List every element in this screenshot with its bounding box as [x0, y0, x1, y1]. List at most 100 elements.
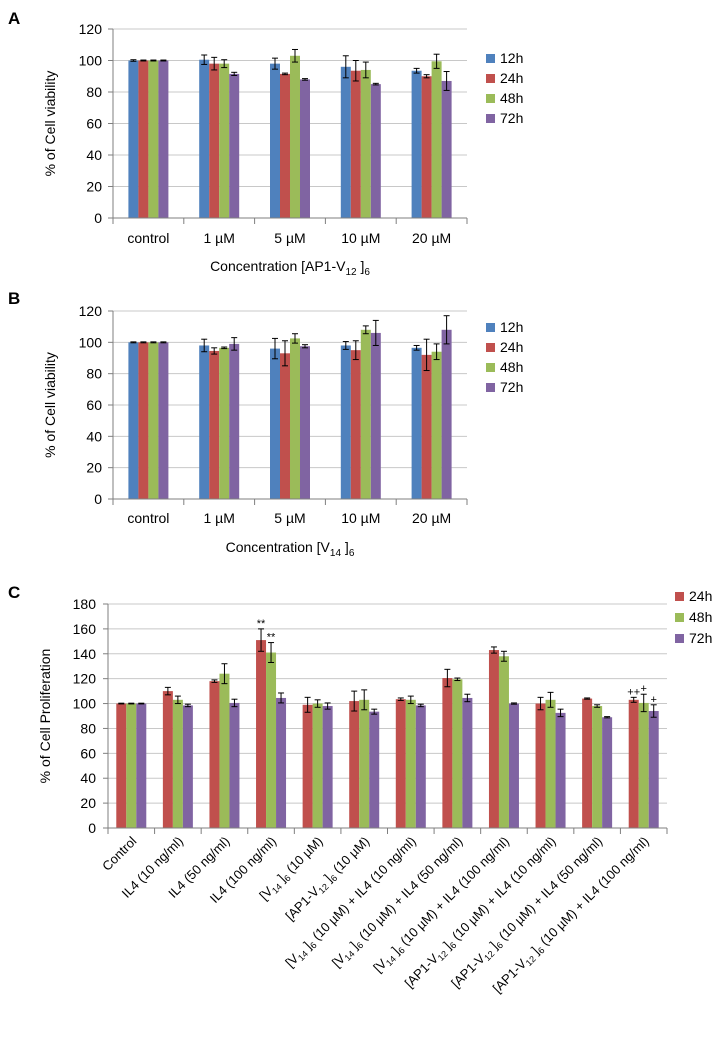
significance-mark-2: ++ [627, 686, 640, 698]
x-tick-label-10-m: 10 µM [341, 510, 380, 526]
bar-48h-ap1-v12-6-10-m-il4-50-ng-ml [592, 706, 603, 828]
y-tick-label-160: 160 [73, 621, 97, 637]
bar-72h-5-m [300, 79, 310, 219]
bar-12h-5-m [270, 348, 280, 499]
bar-72h-10-m [370, 84, 381, 218]
legend-swatch-48h [486, 363, 495, 372]
bar-72h-control [136, 703, 147, 828]
legend-swatch-12h [486, 54, 495, 63]
bar-12h-20-m [411, 70, 422, 218]
chart-panel-c: 0 20 40 60 80 100 120 140 160 180 % of Cell Prolif… [37, 588, 712, 996]
x-tick-label-5-m: 5 µM [274, 510, 305, 526]
bar-12h-5-m [270, 63, 280, 219]
legend-label-48h: 48h [500, 90, 523, 106]
y-tick-label-80: 80 [80, 720, 96, 736]
subscript: 6 [282, 873, 293, 884]
label-part: (10 µM) [281, 834, 326, 879]
y-tick-label-40: 40 [86, 428, 102, 444]
panel-label-a: A [8, 9, 20, 28]
bar-48h-10-m [360, 69, 371, 218]
bar-24h-10-m [350, 70, 361, 218]
legend-swatch-72h [486, 383, 495, 392]
subscript: 6 [364, 267, 370, 278]
bar-24h-20-m [421, 76, 432, 218]
subscript: 12 [345, 267, 357, 278]
legend-swatch-48h [675, 613, 684, 622]
bar-48h-il4-50-ng-ml [219, 673, 230, 828]
bar-24h-ap1-v12-6-10-m-il4-50-ng-ml [582, 698, 593, 828]
significance-mark-1: ** [267, 632, 276, 644]
bar-48h-v14-6-10-m-il4-10-ng-ml [405, 699, 416, 828]
y-tick-label-180: 180 [73, 596, 97, 612]
panel-label-b: B [8, 289, 20, 308]
y-tick-label-0: 0 [88, 820, 96, 836]
x-tick-label-ap1-v12-6-10-m: [AP1-V12 ]6 (10 µM) [282, 834, 373, 925]
bar-48h-v14-6-10-m [312, 703, 323, 828]
bar-24h-20-m [421, 354, 432, 499]
y-tick-label-0: 0 [94, 491, 102, 507]
label-part: (10 µM) [327, 834, 372, 879]
legend-swatch-72h [675, 634, 684, 643]
subscript: 6 [448, 940, 459, 951]
x-axis-label: Concentration [V14 ]6 [226, 539, 355, 559]
bar-48h-20-m [431, 351, 442, 499]
bar-72h-ap1-v12-6-10-m-il4-100-ng-ml [648, 711, 659, 828]
bar-72h-v14-6-10-m-il4-100-ng-ml [508, 703, 519, 828]
bar-48h-1-m [219, 63, 230, 219]
bar-48h-il4-10-ng-ml [172, 699, 183, 828]
bar-72h-il4-10-ng-ml [182, 705, 193, 828]
x-tick-label-1-m: 1 µM [203, 230, 234, 246]
bar-24h-ap1-v12-6-10-m-il4-10-ng-ml [535, 703, 546, 828]
bar-12h-control [128, 342, 139, 499]
y-tick-label-20: 20 [86, 460, 102, 476]
bar-24h-control [116, 703, 127, 828]
bar-48h-control [148, 342, 159, 499]
label-part: Concentration [V [226, 539, 331, 555]
bar-24h-v14-6-10-m-il4-100-ng-ml [488, 650, 499, 828]
bar-48h-ap1-v12-6-10-m [359, 699, 370, 828]
bar-48h-5-m [290, 55, 300, 219]
y-tick-label-120: 120 [79, 303, 103, 319]
bar-72h-v14-6-10-m-il4-50-ng-ml [462, 697, 473, 828]
bar-24h-ap1-v12-6-10-m [349, 701, 360, 828]
bar-24h-10-m [350, 350, 361, 499]
bar-48h-control [126, 703, 137, 828]
subscript: 6 [355, 940, 366, 951]
legend-label-12h: 12h [500, 50, 523, 66]
y-axis-label: % of Cell viability [42, 71, 58, 177]
x-axis-label: Concentration [AP1-V12 ]6 [210, 258, 370, 278]
legend-label-24h: 24h [500, 70, 523, 86]
label-part: ] [341, 539, 349, 555]
bar-24h-v14-6-10-m-il4-50-ng-ml [442, 678, 453, 828]
y-tick-label-20: 20 [86, 179, 102, 195]
legend-label-48h: 48h [500, 359, 523, 375]
bar-72h-10-m [370, 332, 381, 499]
y-tick-label-40: 40 [86, 147, 102, 163]
legend-label-48h: 48h [689, 609, 712, 625]
y-tick-label-60: 60 [86, 116, 102, 132]
x-tick-label-1-m: 1 µM [203, 510, 234, 526]
y-axis-label: % of Cell viability [42, 352, 58, 458]
subscript: 6 [308, 940, 319, 951]
y-tick-label-100: 100 [79, 53, 103, 69]
bar-72h-ap1-v12-6-10-m-il4-10-ng-ml [555, 712, 566, 828]
legend-label-12h: 12h [500, 319, 523, 335]
legend-label-72h: 72h [500, 379, 523, 395]
significance-mark-4: + [650, 694, 656, 706]
bar-48h-il4-100-ng-ml [266, 652, 277, 828]
y-tick-label-0: 0 [94, 210, 102, 226]
bar-72h-il4-100-ng-ml [276, 697, 287, 828]
x-tick-label-control: control [127, 510, 169, 526]
bar-24h-ap1-v12-6-10-m-il4-100-ng-ml [628, 699, 639, 828]
bar-12h-control [128, 60, 139, 218]
legend-label-24h: 24h [689, 588, 712, 604]
legend-swatch-24h [486, 343, 495, 352]
subscript: 6 [396, 945, 407, 956]
y-tick-label-80: 80 [86, 366, 102, 382]
label-part: ] [357, 258, 365, 274]
label-part: Concentration [AP1-V [210, 258, 346, 274]
bar-12h-1-m [199, 345, 210, 499]
x-tick-label-5-m: 5 µM [274, 230, 305, 246]
bar-24h-control [138, 60, 149, 218]
